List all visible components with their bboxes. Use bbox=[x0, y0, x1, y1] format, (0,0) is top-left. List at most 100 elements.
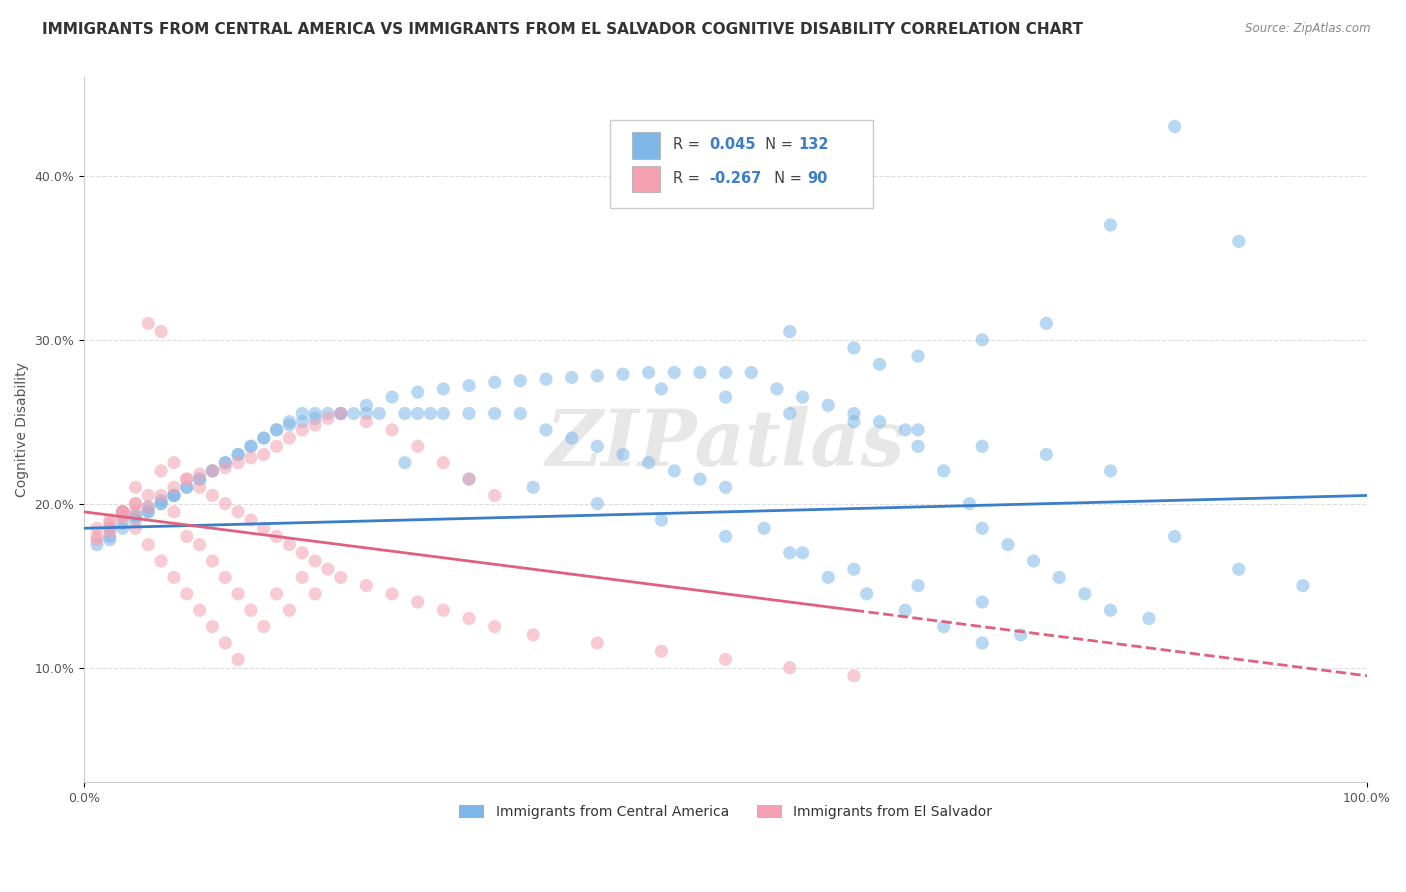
Point bbox=[291, 423, 314, 437]
Point bbox=[201, 488, 224, 502]
Point bbox=[163, 488, 186, 502]
Point bbox=[253, 521, 276, 535]
Point bbox=[522, 628, 544, 642]
Point bbox=[714, 390, 737, 404]
Text: 90: 90 bbox=[807, 170, 828, 186]
Point bbox=[239, 439, 262, 453]
Y-axis label: Cognitive Disability: Cognitive Disability bbox=[15, 362, 30, 498]
Point bbox=[972, 521, 994, 535]
Point bbox=[869, 357, 891, 371]
Point bbox=[612, 448, 634, 462]
Point bbox=[932, 464, 955, 478]
Point bbox=[188, 603, 211, 617]
Point bbox=[766, 382, 789, 396]
Point bbox=[163, 505, 186, 519]
Point bbox=[381, 390, 404, 404]
Text: -0.267: -0.267 bbox=[709, 170, 761, 186]
Point bbox=[278, 415, 301, 429]
Point bbox=[509, 374, 531, 388]
Point bbox=[266, 439, 288, 453]
Point bbox=[150, 497, 173, 511]
Point bbox=[278, 417, 301, 432]
FancyBboxPatch shape bbox=[610, 120, 873, 208]
Text: ZIPatlas: ZIPatlas bbox=[546, 406, 905, 483]
Point bbox=[957, 497, 980, 511]
Point bbox=[842, 407, 865, 421]
Point bbox=[201, 619, 224, 633]
Point bbox=[458, 611, 481, 625]
Point bbox=[714, 480, 737, 494]
Point bbox=[432, 456, 454, 470]
Point bbox=[188, 472, 211, 486]
Point bbox=[86, 533, 108, 547]
Point bbox=[163, 488, 186, 502]
Text: Source: ZipAtlas.com: Source: ZipAtlas.com bbox=[1246, 22, 1371, 36]
Point bbox=[522, 480, 544, 494]
Text: IMMIGRANTS FROM CENTRAL AMERICA VS IMMIGRANTS FROM EL SALVADOR COGNITIVE DISABIL: IMMIGRANTS FROM CENTRAL AMERICA VS IMMIG… bbox=[42, 22, 1083, 37]
Text: N =: N = bbox=[765, 170, 807, 186]
Point bbox=[1010, 628, 1032, 642]
Point bbox=[356, 407, 378, 421]
Point bbox=[163, 456, 186, 470]
Point bbox=[111, 521, 134, 535]
Point bbox=[406, 595, 429, 609]
Point bbox=[214, 636, 236, 650]
Point bbox=[266, 587, 288, 601]
Point bbox=[163, 480, 186, 494]
Point bbox=[792, 390, 814, 404]
Point bbox=[291, 407, 314, 421]
Point bbox=[98, 521, 121, 535]
Point bbox=[637, 456, 659, 470]
Point bbox=[136, 505, 159, 519]
FancyBboxPatch shape bbox=[631, 132, 661, 159]
Point bbox=[214, 497, 236, 511]
Point bbox=[650, 644, 672, 658]
Point bbox=[779, 546, 801, 560]
Point bbox=[239, 513, 262, 527]
Point bbox=[368, 407, 391, 421]
Point bbox=[136, 538, 159, 552]
Point bbox=[1137, 611, 1160, 625]
Point bbox=[458, 472, 481, 486]
Point bbox=[792, 546, 814, 560]
Point bbox=[304, 587, 326, 601]
Point bbox=[406, 439, 429, 453]
Point bbox=[869, 415, 891, 429]
Point bbox=[381, 587, 404, 601]
Point bbox=[266, 529, 288, 543]
Point bbox=[394, 407, 416, 421]
Point bbox=[932, 619, 955, 633]
Point bbox=[226, 456, 249, 470]
Point bbox=[124, 497, 146, 511]
Point bbox=[907, 439, 929, 453]
Point bbox=[266, 423, 288, 437]
Point bbox=[150, 325, 173, 339]
Point bbox=[779, 407, 801, 421]
Point bbox=[304, 417, 326, 432]
Point bbox=[291, 570, 314, 584]
Point bbox=[111, 509, 134, 524]
Point bbox=[907, 423, 929, 437]
Point bbox=[176, 480, 198, 494]
Point bbox=[124, 513, 146, 527]
Point bbox=[150, 497, 173, 511]
Point bbox=[1099, 218, 1122, 232]
Point bbox=[356, 579, 378, 593]
Point bbox=[111, 509, 134, 524]
Point bbox=[124, 508, 146, 523]
Point bbox=[239, 439, 262, 453]
Point bbox=[201, 554, 224, 568]
Point bbox=[458, 378, 481, 392]
Point bbox=[650, 382, 672, 396]
Point bbox=[98, 529, 121, 543]
Point bbox=[779, 660, 801, 674]
Point bbox=[907, 349, 929, 363]
Text: 0.045: 0.045 bbox=[709, 136, 755, 152]
Point bbox=[124, 505, 146, 519]
FancyBboxPatch shape bbox=[631, 166, 661, 193]
Point bbox=[253, 619, 276, 633]
Point bbox=[124, 497, 146, 511]
Point bbox=[316, 562, 339, 576]
Point bbox=[226, 587, 249, 601]
Point bbox=[432, 407, 454, 421]
